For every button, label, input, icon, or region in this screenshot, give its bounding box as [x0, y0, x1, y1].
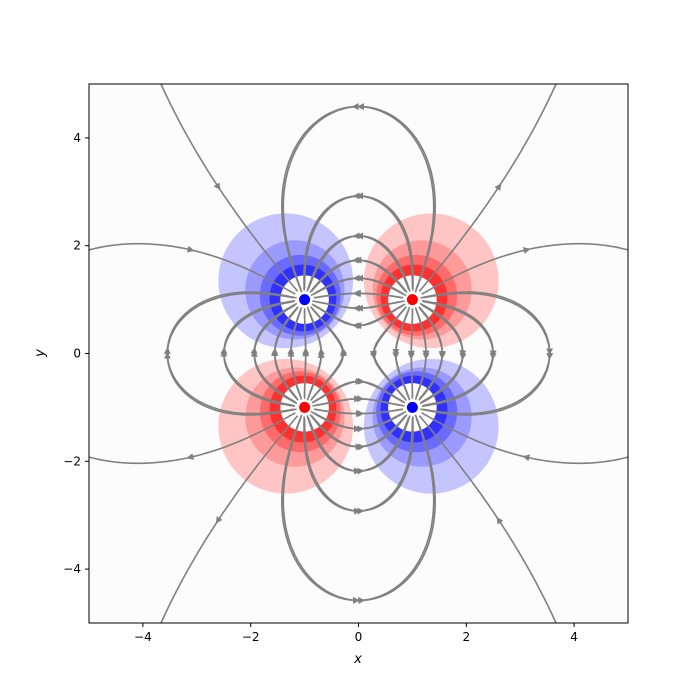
field-streamlines	[89, 84, 628, 623]
x-tick-label: 4	[570, 630, 578, 644]
plot-background	[89, 84, 628, 623]
y-tick-label: 0	[73, 347, 81, 361]
streamline-arrow	[213, 182, 221, 191]
streamline-arrow	[522, 454, 531, 462]
y-tick-label: 4	[73, 131, 81, 145]
y-axis-label: y	[33, 349, 48, 358]
x-tick-label: 2	[462, 630, 470, 644]
y-tick-label: 2	[73, 239, 81, 253]
streamline-arrow	[522, 247, 531, 254]
plot-area	[88, 83, 629, 624]
positive-charge	[406, 294, 418, 306]
positive-charge	[299, 401, 311, 413]
negative-charge	[299, 294, 311, 306]
y-axis: −4 −2 0 2 4	[63, 131, 89, 576]
x-tick-label: 0	[355, 630, 363, 644]
y-tick-label: −4	[63, 562, 81, 576]
streamline-arrow	[494, 183, 502, 192]
y-tick-label: −2	[63, 454, 81, 468]
x-tick-label: −2	[242, 630, 260, 644]
streamline-arrow	[186, 453, 195, 460]
streamline-arrow	[496, 516, 504, 525]
charges	[299, 294, 418, 413]
x-axis-label: x	[353, 652, 362, 667]
x-axis: −4 −2 0 2 4	[134, 623, 578, 644]
streamline-arrow	[215, 515, 223, 524]
negative-charge	[406, 401, 418, 413]
streamline-arrow	[186, 245, 195, 253]
x-tick-label: −4	[134, 630, 152, 644]
